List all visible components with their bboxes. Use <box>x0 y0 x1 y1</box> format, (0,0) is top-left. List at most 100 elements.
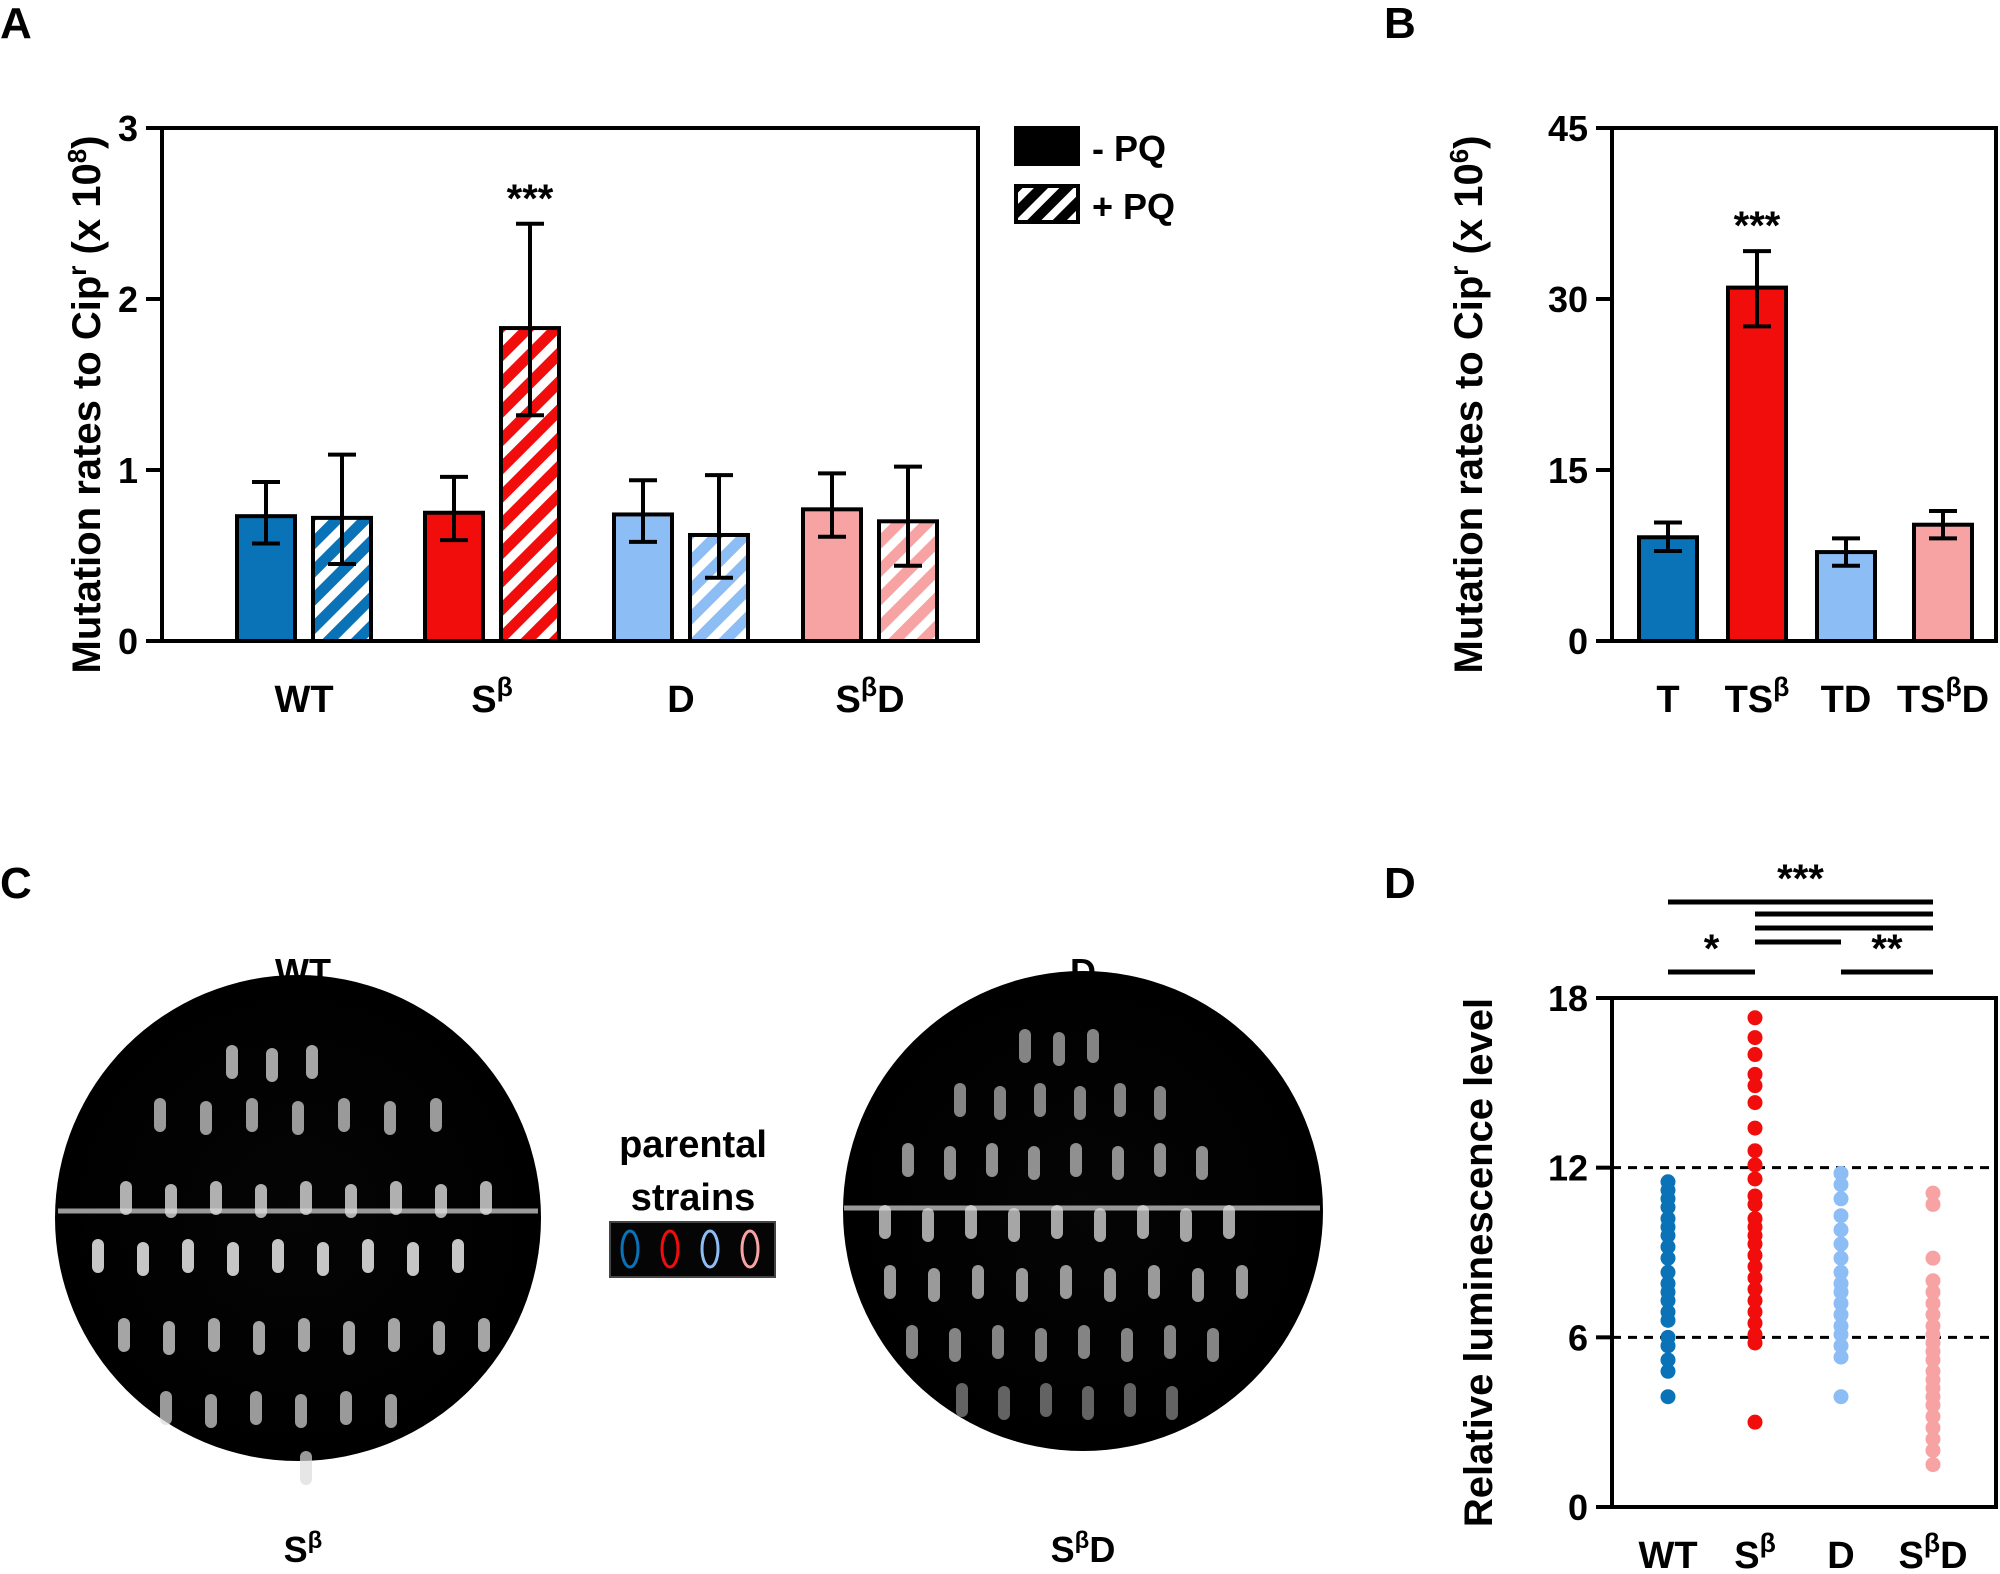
plate-left-colony-13 <box>210 1181 222 1215</box>
chart-d-point-4-7 <box>1925 1307 1941 1323</box>
chart-b-cat-3-xlabel: TD <box>1821 679 1872 721</box>
chart-d-ytick-label: 12 <box>1548 1148 1588 1189</box>
chart-a-bar-5 <box>612 512 674 644</box>
chart-d-point-1-9 <box>1660 1250 1676 1266</box>
plate-left-colony-40 <box>250 1391 262 1425</box>
plate-right-colony-2 <box>1053 1032 1065 1066</box>
chart-d-cat-4-xlabel-tail: D <box>1940 1535 1967 1574</box>
plate-left-colony-39 <box>205 1394 217 1428</box>
plate-left-colony-38 <box>160 1391 172 1425</box>
plate-left-colony-3 <box>306 1045 318 1079</box>
parental-strains-legend: parental strains <box>609 1124 776 1278</box>
chart-d-point-2-25 <box>1747 1335 1763 1351</box>
chart-b-bar-2 <box>1726 285 1788 643</box>
plate-right-colony-7 <box>1074 1086 1086 1120</box>
chart-d-point-4-18 <box>1925 1409 1941 1425</box>
plate-right-colony-25 <box>1180 1208 1192 1242</box>
plate-right-colony-17 <box>1196 1146 1208 1180</box>
plate-right-colony-14 <box>1070 1143 1082 1177</box>
chart-b-cat-4-xlabel-tail: D <box>1962 679 1989 721</box>
chart-a-cat-2-xlabel-main: S <box>471 679 496 721</box>
chart-b-frame <box>1610 126 1998 643</box>
plate-right-colony-11 <box>944 1146 956 1180</box>
plate-right-colony-27 <box>884 1265 896 1299</box>
plate-left-colony-20 <box>92 1239 104 1273</box>
plate-right-colony-5 <box>994 1086 1006 1120</box>
plate-right-colony-29 <box>972 1265 984 1299</box>
plate-right-bottom-label: SβD <box>1051 1527 1116 1570</box>
chart-b-ytick-label: 45 <box>1548 108 1588 149</box>
chart-d-point-3-2 <box>1833 1177 1849 1193</box>
plate-right-colony-39 <box>1035 1328 1047 1362</box>
plate-right-colony-31 <box>1060 1265 1072 1299</box>
chart-a-ytick-label: 1 <box>118 450 138 491</box>
plate-left-colony-27 <box>407 1242 419 1276</box>
plate-left-colony-21 <box>137 1242 149 1276</box>
plate-left-colony-22 <box>182 1239 194 1273</box>
plate-left-colony-9 <box>384 1101 396 1135</box>
chart-d-point-2-19 <box>1747 1270 1763 1286</box>
plate-left-colony-1 <box>226 1045 238 1079</box>
plate-left-colony-44 <box>300 1451 312 1485</box>
chart-b-ytick-label: 0 <box>1568 621 1588 662</box>
chart-d-point-1-20 <box>1660 1389 1676 1405</box>
plate-right-colony-12 <box>986 1143 998 1177</box>
chart-d-point-3-3 <box>1833 1191 1849 1207</box>
chart-d-ylabel: Relative luminescence level <box>1457 998 1501 1527</box>
chart-b-significance: *** <box>1734 204 1781 248</box>
plate-left-colony-31 <box>208 1318 220 1352</box>
chart-b-ytick-label: 30 <box>1548 279 1588 320</box>
chart-d-cat-4-xlabel: SβD <box>1898 1528 1967 1574</box>
chart-d-ytick-label: 0 <box>1568 1487 1588 1528</box>
plate-left-colony-34 <box>343 1321 355 1355</box>
plate-right-colony-15 <box>1112 1146 1124 1180</box>
plate-right-colony-3 <box>1087 1029 1099 1063</box>
chart-d-point-3-8 <box>1833 1264 1849 1280</box>
chart-a-ytick-label: 0 <box>118 621 138 662</box>
plate-left-colony-4 <box>154 1098 166 1132</box>
chart-d-cat-2-xlabel-main: S <box>1734 1535 1759 1574</box>
plate-left-colony-36 <box>433 1321 445 1355</box>
chart-d-point-4-2 <box>1925 1196 1941 1212</box>
chart-a-ylabel-suffix: (x 10 <box>65 163 109 265</box>
chart-d-point-2-23 <box>1747 1315 1763 1331</box>
chart-d-point-4-6 <box>1925 1295 1941 1311</box>
chart-d-point-3-7 <box>1833 1250 1849 1266</box>
chart-d-point-1-19 <box>1660 1363 1676 1379</box>
chart-d-point-4-17 <box>1925 1397 1941 1413</box>
plate-right-colony-16 <box>1154 1143 1166 1177</box>
chart-d-point-4-21 <box>1925 1442 1941 1458</box>
plate-right <box>843 971 1323 1451</box>
plate-right-colony-28 <box>928 1268 940 1302</box>
chart-b-ylabel-text: Mutation rates to Cip <box>1447 276 1491 674</box>
chart-d-point-2-1 <box>1747 1010 1763 1026</box>
chart-b-cat-2-xlabel-main: TS <box>1725 679 1774 721</box>
chart-a-significance: *** <box>507 177 554 221</box>
chart-d-point-3-12 <box>1833 1307 1849 1323</box>
plate-left-colony-35 <box>388 1318 400 1352</box>
chart-a-cat-1-xlabel-main: WT <box>274 679 333 721</box>
chart-b-bar-1 <box>1637 535 1699 644</box>
chart-d-point-4-1 <box>1925 1185 1941 1201</box>
plate-right-colony-33 <box>1148 1265 1160 1299</box>
chart-a-legend-swatch-1 <box>1014 126 1080 166</box>
plate-left-disc <box>55 975 541 1461</box>
chart-d-point-3-5 <box>1833 1222 1849 1238</box>
plate-right-colony-37 <box>949 1328 961 1362</box>
chart-b-ylabel-close: ) <box>1447 136 1491 149</box>
panel-label-b: B <box>1384 0 1416 48</box>
chart-d-point-3-14 <box>1833 1327 1849 1343</box>
plate-left-colony-18 <box>435 1184 447 1218</box>
plate-right-colony-32 <box>1104 1268 1116 1302</box>
chart-d-point-4-3 <box>1925 1250 1941 1266</box>
parental-legend-line2: strains <box>631 1177 756 1219</box>
chart-a-frame <box>160 126 980 643</box>
plate-left-colony-24 <box>272 1239 284 1273</box>
parental-oval-sb <box>660 1229 680 1269</box>
chart-b-cat-4-xlabel: TSβD <box>1897 672 1989 721</box>
chart-b-ytick-label: 15 <box>1548 450 1588 491</box>
plate-right-colony-1 <box>1019 1029 1031 1063</box>
plate-right-disc <box>843 971 1323 1451</box>
